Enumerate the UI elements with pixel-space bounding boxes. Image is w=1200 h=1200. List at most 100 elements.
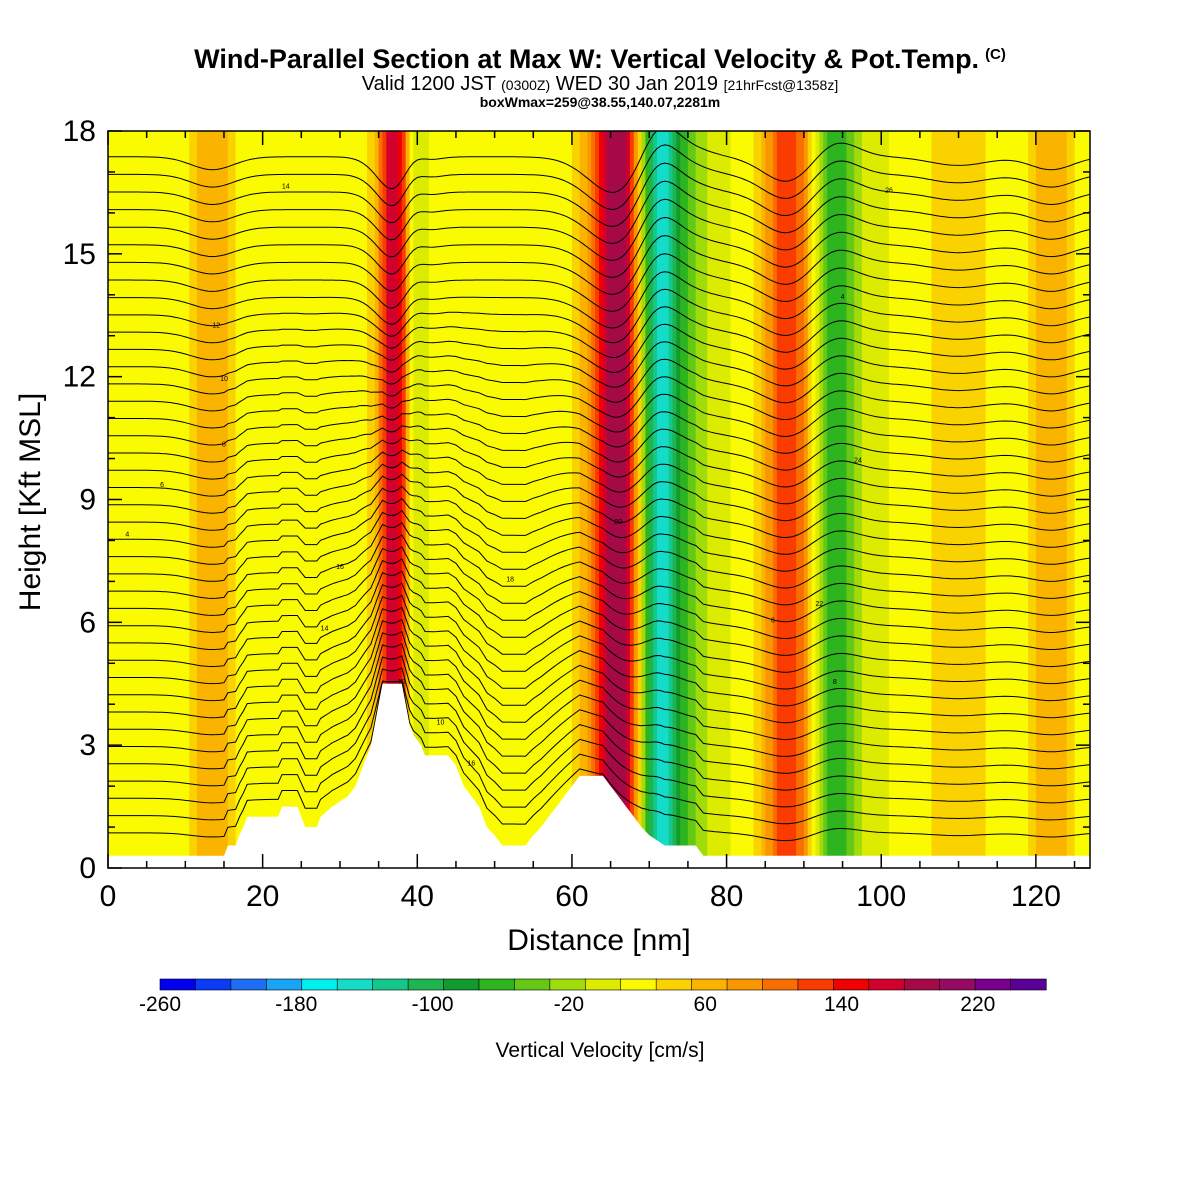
colorbar <box>159 978 1047 991</box>
theta-contour-label: 18 <box>506 576 514 583</box>
x-axis-title: Distance [nm] <box>507 924 690 957</box>
field-column <box>146 131 152 868</box>
x-tick-label: 120 <box>1011 880 1061 913</box>
field-column <box>127 131 132 868</box>
colorbar-tick-label: 140 <box>824 993 859 1016</box>
field-column <box>680 131 685 868</box>
field-column <box>324 131 329 868</box>
theta-contour-line <box>108 521 1090 606</box>
field-column <box>223 131 229 868</box>
field-column <box>328 131 333 868</box>
theta-contour-line <box>108 425 1090 471</box>
field-column <box>552 131 558 868</box>
field-column <box>475 131 480 868</box>
colorbar-tick-label: -20 <box>554 993 584 1016</box>
field-column <box>432 131 438 868</box>
y-tick-labels: 0 3 6 9 12 15 18 <box>63 115 96 885</box>
field-column <box>169 131 175 868</box>
colorbar-swatch <box>372 978 409 991</box>
x-tick-labels: 0 20 40 60 80 100 120 <box>100 880 1061 913</box>
field-column <box>1066 131 1072 868</box>
colorbar-swatch <box>584 978 622 991</box>
theta-contour-line <box>108 679 1090 825</box>
terrain-profile <box>108 683 1090 868</box>
chart-title: Wind-Parallel Section at Max W: Vertical… <box>0 40 1200 74</box>
field-column <box>672 131 677 868</box>
copyright-mark: (C) <box>985 46 1006 63</box>
y-tick-label: 15 <box>63 238 96 271</box>
field-column <box>123 131 128 868</box>
colorbar-labels: -260 -180 -100 -20 60 140 220 <box>139 993 995 1016</box>
x-tick-label: 40 <box>401 880 434 913</box>
colorbar-swatch <box>939 978 976 991</box>
field-column <box>227 131 233 868</box>
colorbar-swatch <box>407 978 445 991</box>
subtitle-date: WED 30 Jan 2019 <box>555 73 719 95</box>
field-column <box>196 131 202 868</box>
field-column <box>811 131 817 868</box>
field-column <box>212 131 217 868</box>
field-column <box>579 131 585 868</box>
theta-contour-line <box>108 509 1090 589</box>
field-column <box>908 131 913 868</box>
field-column <box>595 131 600 868</box>
field-column <box>788 131 793 868</box>
colorbar-swatch <box>655 978 693 991</box>
theta-contour-line <box>108 358 1090 404</box>
field-column <box>425 131 430 868</box>
theta-contour-label: 4 <box>841 294 845 301</box>
colorbar-tick-label: -260 <box>139 993 181 1016</box>
field-column <box>165 131 171 868</box>
field-column <box>394 131 399 868</box>
field-column <box>231 131 237 868</box>
theta-contour-line <box>108 411 1090 454</box>
theta-contour-line <box>108 473 1090 539</box>
field-column <box>541 131 546 868</box>
colorbar-swatch <box>726 978 764 991</box>
field-column <box>560 131 565 868</box>
field-column <box>970 131 975 868</box>
field-column <box>266 131 271 868</box>
field-column <box>842 131 848 868</box>
field-column <box>888 131 894 868</box>
field-column <box>343 131 349 868</box>
theta-contour-line <box>108 162 1090 227</box>
field-column <box>776 131 782 868</box>
field-column <box>1062 131 1068 868</box>
field-column <box>935 131 940 868</box>
y-tick-label: 12 <box>63 361 96 394</box>
theta-contour-line <box>108 485 1090 555</box>
x-tick-label: 100 <box>856 880 906 913</box>
field-column <box>823 131 828 868</box>
field-column <box>749 131 755 868</box>
field-column <box>912 131 917 868</box>
field-column <box>819 131 824 868</box>
field-column <box>718 131 724 868</box>
field-column <box>981 131 987 868</box>
theta-contour-label: 14 <box>321 626 329 633</box>
field-column <box>691 131 697 868</box>
field-column <box>966 131 971 868</box>
field-column <box>274 131 279 868</box>
field-column <box>904 131 909 868</box>
field-column <box>386 131 391 868</box>
field-column <box>838 131 844 868</box>
field-column <box>413 131 418 868</box>
field-column <box>626 131 631 868</box>
colorbar-swatch <box>301 978 338 991</box>
field-column <box>1059 131 1064 868</box>
x-tick-label: 80 <box>710 880 743 913</box>
field-column <box>320 131 326 868</box>
field-column <box>962 131 967 868</box>
colorbar-swatch <box>620 978 657 991</box>
y-tick-label: 6 <box>79 606 96 639</box>
field-column <box>181 131 186 868</box>
field-column <box>796 131 801 868</box>
field-column <box>254 131 260 868</box>
colorbar-tick-label: -180 <box>275 993 317 1016</box>
field-column <box>405 131 411 868</box>
theta-contour-line <box>108 667 1090 808</box>
theta-contour-line <box>108 216 1090 278</box>
theta-contour-line <box>108 618 1090 741</box>
field-column <box>289 131 295 868</box>
